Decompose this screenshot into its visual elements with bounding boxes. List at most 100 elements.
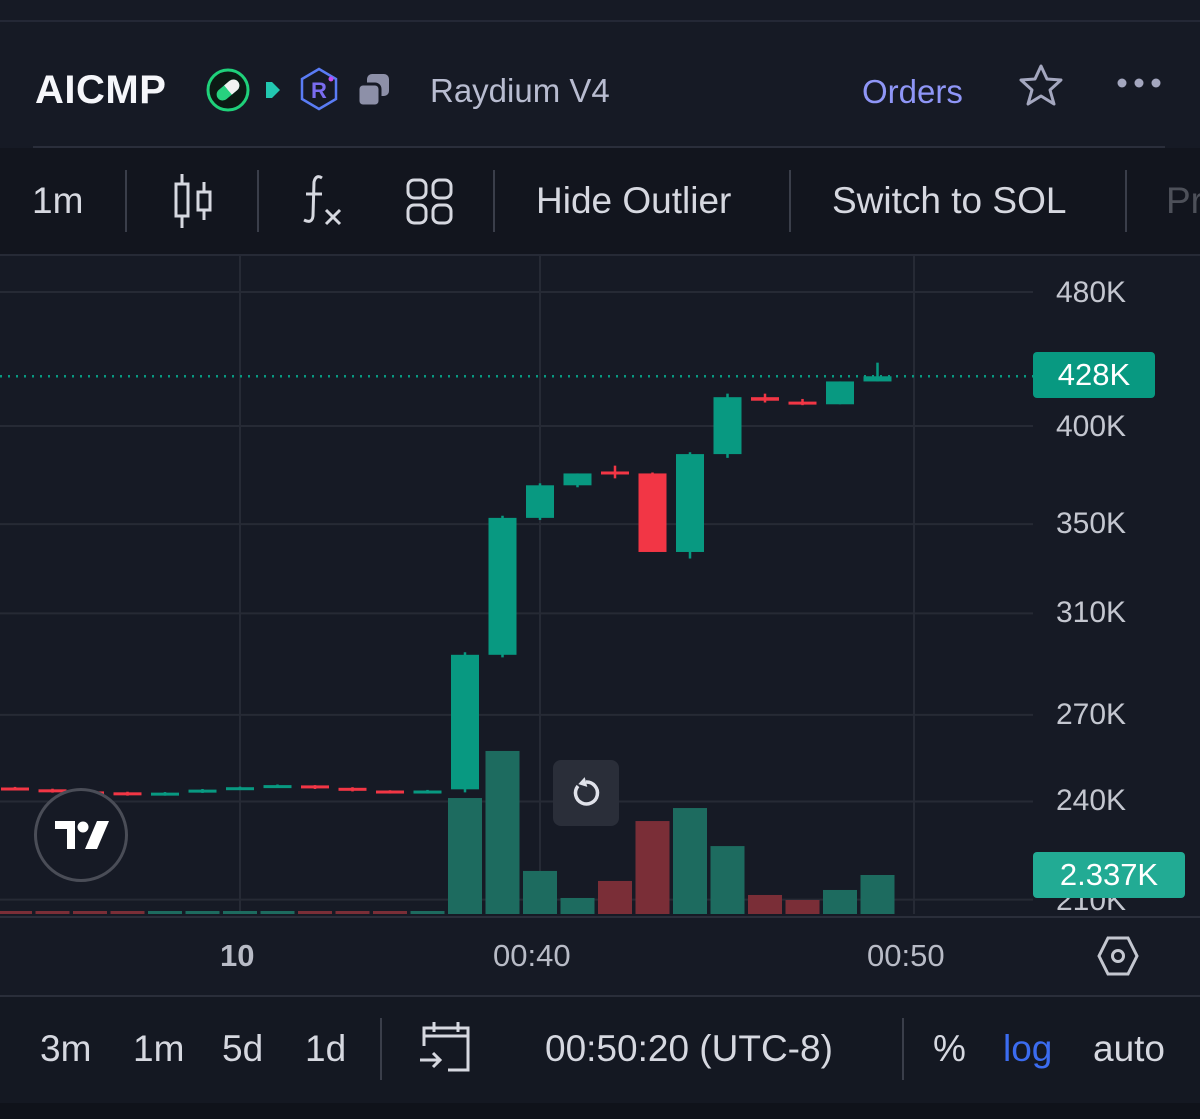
candle-body: [676, 454, 704, 552]
volume-bar: [298, 910, 332, 914]
pill-icon: [206, 68, 250, 112]
go-to-date-icon[interactable]: [418, 1020, 474, 1076]
bottom-separator: [380, 1018, 382, 1080]
candle-body: [488, 517, 517, 655]
candle-body: [226, 787, 254, 791]
svg-text:R: R: [311, 78, 327, 103]
volume-bar: [860, 875, 895, 914]
raydium-icon: R: [300, 67, 338, 111]
candle-body: [601, 471, 629, 475]
layout-grid-icon[interactable]: [405, 177, 455, 227]
volume-bar: [35, 910, 70, 914]
candle-body: [338, 787, 367, 791]
price-tick: 480K: [1056, 276, 1127, 309]
time-tick: 00:40: [493, 938, 571, 973]
candlestick-icon[interactable]: [170, 172, 216, 232]
range-1d[interactable]: 1d: [305, 1028, 347, 1069]
price-tick: 270K: [1056, 698, 1127, 731]
bottom-separator: [902, 1018, 904, 1080]
volume-bar: [485, 750, 520, 914]
star-icon[interactable]: [1017, 62, 1065, 108]
tradingview-logo-icon: [55, 821, 109, 849]
switch-to-sol-button[interactable]: Switch to SOL: [832, 180, 1067, 221]
candle-body: [188, 789, 217, 793]
toolbar-separator: [1125, 170, 1127, 232]
volume-bar: [673, 808, 707, 914]
price-tick: 310K: [1056, 596, 1127, 629]
chart-settings-icon[interactable]: [1096, 934, 1140, 978]
volume-bar: [598, 880, 632, 914]
candle-body: [151, 792, 179, 796]
candle-body: [826, 381, 854, 405]
volume-bar: [523, 870, 557, 914]
volume-bar: [148, 910, 182, 914]
header-divider: [33, 146, 1165, 148]
indicators-fx-icon[interactable]: [300, 172, 346, 228]
more-icon[interactable]: [1116, 76, 1162, 90]
candle-body: [1, 787, 29, 791]
toolbar-separator: [789, 170, 791, 232]
range-3m[interactable]: 3m: [40, 1028, 92, 1069]
volume-bar: [748, 894, 782, 914]
volume-bar: [73, 910, 107, 914]
reset-chart-button[interactable]: [553, 760, 619, 826]
footer-strip: [0, 1103, 1200, 1119]
candle-body: [563, 473, 592, 486]
time-axis: [0, 916, 1200, 996]
orders-link[interactable]: Orders: [862, 73, 963, 110]
candle-body: [38, 789, 67, 793]
candle-body: [301, 785, 329, 789]
price-tick: 240K: [1056, 784, 1127, 817]
candle-body: [788, 401, 817, 405]
volume-bar: [410, 910, 445, 914]
top-divider: [0, 20, 1200, 22]
candle-body: [526, 485, 554, 518]
percent-toggle[interactable]: %: [933, 1028, 966, 1069]
play-icon: [266, 82, 280, 98]
price-tick: 400K: [1056, 410, 1127, 443]
candle-body: [263, 785, 292, 789]
volume-bar: [110, 910, 145, 914]
interval-button[interactable]: 1m: [32, 180, 84, 221]
time-tick: 10: [220, 938, 255, 973]
truncated-toolbar-item[interactable]: Pr: [1166, 180, 1200, 221]
candle-body: [376, 790, 404, 794]
dex-name: Raydium V4: [430, 72, 610, 109]
reset-icon: [573, 777, 600, 806]
candle-body: [713, 397, 742, 455]
volume-bar: [373, 910, 407, 914]
clock-timezone[interactable]: 00:50:20 (UTC-8): [545, 1028, 833, 1069]
toolbar-separator: [257, 170, 259, 232]
volume-bar: [335, 910, 370, 914]
candle-body: [751, 397, 779, 401]
auto-toggle[interactable]: auto: [1093, 1028, 1166, 1069]
candle-body: [113, 792, 142, 796]
bottom-bar: [0, 995, 1200, 1105]
log-toggle[interactable]: log: [1003, 1028, 1053, 1069]
token-ticker: AICMP: [35, 68, 167, 112]
toolbar-separator: [125, 170, 127, 232]
toolbar-separator: [493, 170, 495, 232]
price-tick: 350K: [1056, 507, 1127, 540]
volume-bar: [185, 910, 220, 914]
current-price-badge: 428K: [1033, 352, 1155, 398]
volume-bar: [823, 889, 857, 914]
current-volume-badge: 2.337K: [1033, 852, 1185, 898]
volume-bar: [448, 798, 482, 914]
time-tick: 00:50: [867, 938, 945, 973]
tradingview-logo[interactable]: [34, 788, 128, 882]
candle-body: [451, 654, 479, 790]
range-1m[interactable]: 1m: [133, 1028, 185, 1069]
copy-icon[interactable]: [355, 72, 393, 110]
hide-outlier-button[interactable]: Hide Outlier: [536, 180, 732, 221]
volume-bar: [635, 821, 670, 914]
volume-bar: [785, 899, 820, 914]
volume-bar: [223, 910, 257, 914]
candle-body: [413, 790, 442, 794]
range-5d[interactable]: 5d: [222, 1028, 264, 1069]
volume-bar: [710, 846, 745, 914]
volume-bar: [260, 910, 295, 914]
candle-body: [863, 376, 892, 382]
volume-bar: [0, 910, 32, 914]
